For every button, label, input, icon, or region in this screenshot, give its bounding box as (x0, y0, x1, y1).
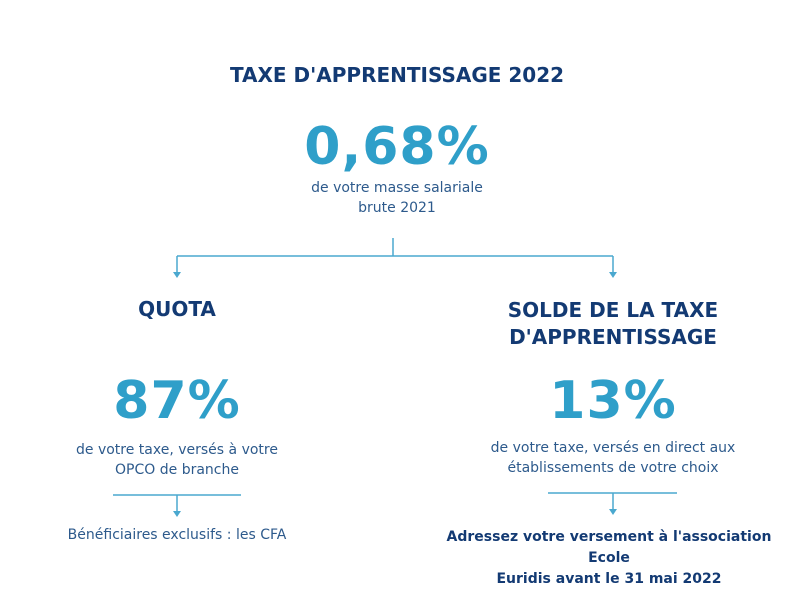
quota-desc-line2: OPCO de branche (115, 462, 239, 478)
solde-desc-line2: établissements de votre choix (507, 460, 719, 476)
solde-percent: 13% (549, 371, 677, 431)
quota-note: Bénéficiaires exclusifs : les CFA (67, 527, 287, 543)
solde-desc-line1: de votre taxe, versés en direct aux (490, 440, 736, 456)
right-note-arrow-icon (609, 509, 617, 515)
main-percent: 0,68% (304, 117, 490, 177)
solde-heading-line2: D'APPRENTISSAGE (509, 325, 717, 349)
page-title: TAXE D'APPRENTISSAGE 2022 (229, 63, 565, 87)
quota-percent: 87% (113, 371, 241, 431)
main-desc-line2: brute 2021 (358, 200, 436, 216)
solde-heading: SOLDE DE LA TAXE D'APPRENTISSAGE (463, 297, 763, 351)
solde-description: de votre taxe, versés en direct aux étab… (453, 438, 773, 478)
solde-note: Adressez votre versement à l'association… (424, 527, 794, 590)
quota-description: de votre taxe, versés à votre OPCO de br… (37, 440, 317, 480)
left-note-arrow-icon (173, 511, 181, 517)
quota-heading: QUOTA (138, 297, 216, 321)
solde-note-line1: Adressez votre versement à l'association… (446, 529, 772, 566)
main-description: de votre masse salariale brute 2021 (0, 178, 794, 218)
solde-note-line2: Euridis avant le 31 mai 2022 (496, 571, 722, 587)
solde-heading-line1: SOLDE DE LA TAXE (507, 298, 719, 322)
main-desc-line1: de votre masse salariale (311, 180, 483, 196)
right-branch-arrow-icon (609, 272, 617, 278)
quota-desc-line1: de votre taxe, versés à votre (76, 442, 278, 458)
left-branch-arrow-icon (173, 272, 181, 278)
